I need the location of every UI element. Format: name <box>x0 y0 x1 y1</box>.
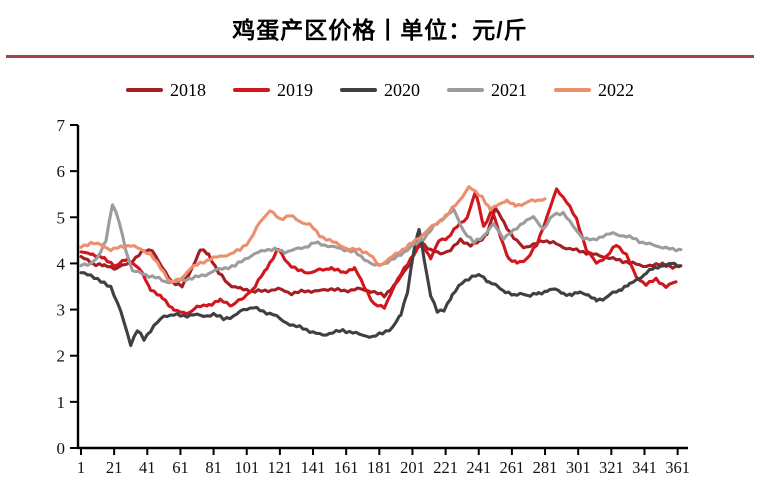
x-tick-label-261: 261 <box>500 458 525 477</box>
x-tick-label-1: 1 <box>77 458 85 477</box>
series-line-2022 <box>79 185 547 284</box>
legend-label-2019: 2019 <box>277 79 313 100</box>
y-tick-label-1: 1 <box>57 393 66 412</box>
x-tick-label-161: 161 <box>334 458 359 477</box>
legend-item-2022: 2022 <box>554 80 634 101</box>
legend-label-2018: 2018 <box>170 79 206 100</box>
x-tick-label-201: 201 <box>400 458 425 477</box>
y-tick-label-0: 0 <box>57 439 66 458</box>
legend-label-2022: 2022 <box>598 79 634 100</box>
legend-swatch-2019 <box>233 87 270 93</box>
x-tick-label-281: 281 <box>533 458 558 477</box>
x-tick-label-181: 181 <box>367 458 392 477</box>
x-tick-label-361: 361 <box>665 458 690 477</box>
y-tick-label-2: 2 <box>57 347 66 366</box>
legend-item-2019: 2019 <box>233 80 313 101</box>
legend-swatch-2018 <box>126 87 163 93</box>
y-tick-label-7: 7 <box>57 116 66 135</box>
legend-swatch-2022 <box>554 87 591 93</box>
x-tick-label-341: 341 <box>632 458 657 477</box>
y-tick-label-6: 6 <box>57 162 66 181</box>
series-line-2018 <box>79 206 683 299</box>
legend-swatch-2020 <box>340 87 377 93</box>
x-tick-label-221: 221 <box>433 458 458 477</box>
y-tick-label-3: 3 <box>57 301 66 320</box>
x-tick-label-81: 81 <box>205 458 222 477</box>
legend-label-2020: 2020 <box>384 79 420 100</box>
x-tick-label-301: 301 <box>566 458 591 477</box>
legend-item-2021: 2021 <box>447 80 527 101</box>
legend-swatch-2021 <box>447 87 484 93</box>
series-line-2019 <box>79 187 678 316</box>
chart-legend: 2018 2019 2020 2021 2022 <box>0 76 760 104</box>
x-tick-label-61: 61 <box>172 458 189 477</box>
x-tick-label-21: 21 <box>106 458 123 477</box>
y-tick-label-4: 4 <box>57 254 66 273</box>
title-underline <box>6 55 754 58</box>
x-tick-label-41: 41 <box>139 458 156 477</box>
y-tick-label-5: 5 <box>57 208 66 227</box>
series-line-2020 <box>79 227 681 348</box>
legend-item-2018: 2018 <box>126 80 206 101</box>
x-tick-label-241: 241 <box>466 458 491 477</box>
legend-label-2021: 2021 <box>491 79 527 100</box>
x-tick-label-121: 121 <box>268 458 293 477</box>
series-line-2021 <box>79 203 683 285</box>
chart-title: 鸡蛋产区价格丨单位：元/斤 <box>232 17 528 43</box>
legend-item-2020: 2020 <box>340 80 420 101</box>
x-tick-label-101: 101 <box>234 458 259 477</box>
x-tick-label-141: 141 <box>301 458 326 477</box>
x-tick-label-321: 321 <box>599 458 624 477</box>
